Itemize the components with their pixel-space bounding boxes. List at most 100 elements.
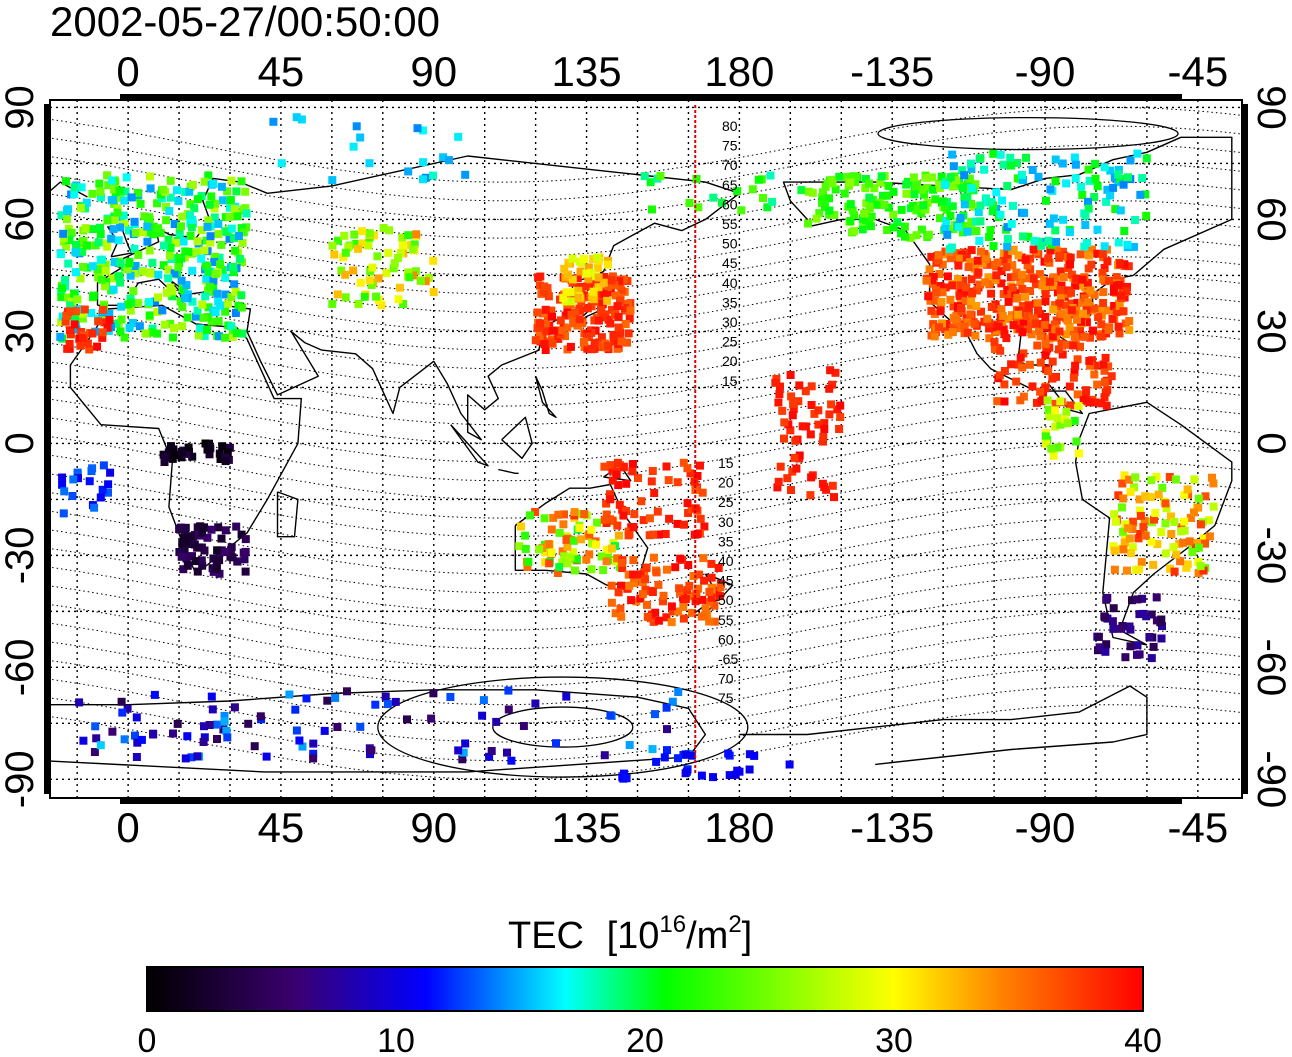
tec-observation bbox=[1147, 654, 1156, 663]
tec-observation bbox=[967, 297, 976, 305]
tec-observation bbox=[126, 271, 135, 280]
tec-observation bbox=[541, 320, 550, 329]
tec-observation bbox=[519, 722, 528, 730]
tec-observation bbox=[785, 760, 794, 769]
tec-observation bbox=[673, 519, 682, 528]
tec-observation bbox=[160, 241, 168, 250]
y-tick-label-left: -90 bbox=[0, 750, 42, 808]
tec-observation bbox=[188, 215, 197, 224]
tec-observation bbox=[1041, 290, 1050, 299]
tec-observation bbox=[808, 188, 817, 197]
tec-observation bbox=[1167, 530, 1176, 538]
tec-observation bbox=[358, 227, 366, 236]
tec-observation bbox=[1017, 170, 1026, 179]
tec-observation bbox=[1099, 360, 1108, 369]
tec-observation bbox=[78, 247, 86, 256]
tec-observation bbox=[617, 337, 626, 346]
tec-observation bbox=[931, 195, 940, 204]
tec-observation bbox=[949, 162, 958, 171]
tec-observation bbox=[825, 410, 834, 419]
y-tick-label-left: 60 bbox=[0, 197, 42, 242]
tec-observation bbox=[992, 188, 1001, 197]
tec-observation bbox=[109, 225, 118, 234]
tec-observation bbox=[211, 270, 220, 279]
tec-observation bbox=[153, 329, 162, 338]
tec-observation bbox=[683, 499, 692, 508]
contour-label: 60 bbox=[718, 631, 734, 647]
tec-observation bbox=[103, 171, 112, 180]
tec-observation bbox=[181, 247, 190, 256]
tec-observation bbox=[96, 493, 105, 502]
tec-observation bbox=[141, 329, 150, 338]
tec-observation bbox=[105, 310, 114, 318]
x-tick-label-bottom: 90 bbox=[410, 804, 457, 851]
tec-observation bbox=[1016, 277, 1025, 286]
tec-observation bbox=[774, 398, 783, 407]
tec-observation bbox=[1116, 174, 1125, 183]
tec-observation bbox=[1125, 317, 1134, 325]
tec-observation bbox=[1076, 342, 1084, 351]
tec-observation bbox=[166, 176, 175, 185]
tec-observation bbox=[563, 559, 572, 568]
tec-observation bbox=[398, 241, 407, 250]
tec-observation bbox=[205, 721, 214, 729]
tec-observation bbox=[1016, 396, 1025, 405]
coastline bbox=[514, 483, 649, 586]
tec-observation bbox=[880, 201, 889, 209]
tec-observation bbox=[554, 510, 563, 519]
tec-observation bbox=[1022, 153, 1030, 162]
tec-observation bbox=[204, 171, 213, 180]
contour-label: 25 bbox=[722, 334, 738, 350]
tec-observation bbox=[846, 200, 855, 209]
tec-observation bbox=[860, 209, 869, 218]
tec-observation bbox=[963, 328, 972, 337]
tec-observation bbox=[1035, 325, 1043, 334]
tec-observation bbox=[600, 751, 609, 760]
tec-observation bbox=[592, 540, 600, 549]
tec-observation bbox=[996, 150, 1005, 159]
tec-observation bbox=[831, 185, 840, 194]
tec-observation bbox=[203, 262, 212, 271]
tec-observation bbox=[819, 432, 828, 441]
tec-observation bbox=[1065, 228, 1074, 237]
tec-observation bbox=[889, 187, 898, 196]
tec-observation bbox=[848, 206, 857, 215]
tec-observation bbox=[679, 603, 688, 611]
tec-observation bbox=[63, 344, 72, 353]
tec-observation bbox=[1100, 163, 1109, 172]
tec-observation bbox=[594, 291, 603, 300]
contour-line bbox=[50, 125, 1242, 202]
tec-observation bbox=[1046, 412, 1055, 421]
tec-observation bbox=[876, 178, 885, 187]
tec-observation bbox=[1018, 328, 1027, 337]
tec-observation bbox=[1071, 281, 1080, 290]
tec-observation bbox=[641, 575, 650, 584]
tec-observation bbox=[524, 557, 533, 566]
tec-observation bbox=[1140, 516, 1149, 525]
tec-observation bbox=[93, 342, 102, 351]
tec-observation bbox=[597, 305, 605, 314]
tec-observation bbox=[995, 371, 1004, 380]
tec-observation bbox=[1090, 370, 1099, 379]
tec-observation bbox=[992, 271, 1001, 280]
tec-observation bbox=[664, 476, 673, 485]
tec-observation bbox=[552, 739, 560, 748]
tec-observation bbox=[531, 508, 540, 516]
tec-observation bbox=[999, 160, 1008, 169]
tec-observation bbox=[404, 231, 413, 240]
tec-observation bbox=[1205, 532, 1214, 541]
tec-observation bbox=[629, 570, 638, 579]
tec-observation bbox=[654, 616, 663, 625]
tec-observation bbox=[166, 243, 175, 252]
tec-observation bbox=[1059, 215, 1068, 224]
tec-observation bbox=[343, 687, 351, 696]
tec-observation bbox=[85, 477, 94, 486]
tec-observation bbox=[680, 520, 689, 529]
tec-observation bbox=[115, 213, 124, 222]
tec-observation bbox=[1115, 302, 1124, 310]
tec-observation bbox=[218, 196, 227, 205]
contour-line bbox=[50, 405, 1242, 482]
tec-observation bbox=[737, 206, 746, 215]
tec-observation bbox=[223, 448, 232, 457]
tec-observation bbox=[1045, 219, 1054, 228]
